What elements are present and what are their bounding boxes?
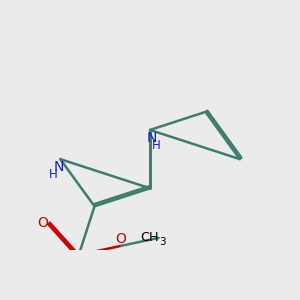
- Text: N: N: [147, 131, 157, 145]
- Text: N: N: [53, 160, 64, 174]
- Text: O: O: [116, 232, 127, 245]
- Text: H: H: [49, 168, 58, 181]
- Text: 3: 3: [159, 237, 166, 247]
- Text: O: O: [37, 216, 48, 230]
- Text: H: H: [152, 139, 161, 152]
- Text: CH: CH: [140, 231, 159, 244]
